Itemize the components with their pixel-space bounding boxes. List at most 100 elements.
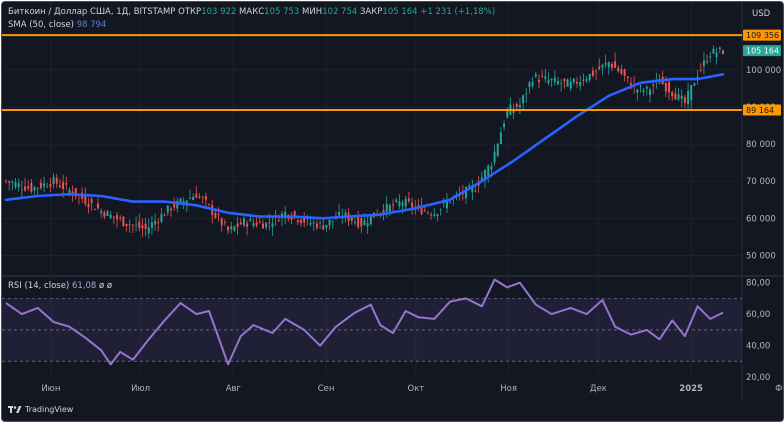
candle[interactable] bbox=[103, 212, 106, 217]
candle[interactable] bbox=[179, 198, 182, 204]
candle[interactable] bbox=[664, 83, 667, 92]
candle[interactable] bbox=[27, 186, 30, 189]
candle[interactable] bbox=[541, 76, 544, 78]
candle[interactable] bbox=[36, 187, 39, 190]
candle[interactable] bbox=[572, 78, 575, 83]
candle[interactable] bbox=[595, 71, 598, 73]
candle[interactable] bbox=[566, 79, 569, 87]
candle[interactable] bbox=[690, 85, 693, 101]
candle[interactable] bbox=[560, 82, 563, 84]
candle[interactable] bbox=[8, 181, 11, 183]
candle[interactable] bbox=[528, 82, 531, 88]
candle[interactable] bbox=[249, 219, 252, 222]
candle[interactable] bbox=[360, 218, 363, 227]
candle[interactable] bbox=[601, 64, 604, 68]
candle[interactable] bbox=[563, 78, 566, 82]
candle[interactable] bbox=[433, 214, 436, 216]
candle[interactable] bbox=[683, 97, 686, 103]
candle[interactable] bbox=[610, 63, 613, 68]
candle[interactable] bbox=[687, 91, 690, 104]
candle[interactable] bbox=[65, 183, 68, 185]
candle[interactable] bbox=[246, 223, 249, 227]
candle[interactable] bbox=[626, 76, 629, 78]
candle[interactable] bbox=[68, 189, 71, 194]
candle[interactable] bbox=[131, 224, 134, 226]
candle[interactable] bbox=[385, 203, 388, 212]
candle[interactable] bbox=[233, 226, 236, 231]
candle[interactable] bbox=[296, 220, 299, 223]
candle[interactable] bbox=[277, 220, 280, 222]
candle[interactable] bbox=[721, 50, 724, 54]
candle[interactable] bbox=[369, 215, 372, 225]
rsi-legend[interactable]: RSI (14, close) 61,08 ø ø bbox=[8, 281, 112, 291]
candle[interactable] bbox=[569, 81, 572, 89]
candle[interactable] bbox=[531, 81, 534, 86]
candle[interactable] bbox=[645, 86, 648, 89]
candle[interactable] bbox=[363, 220, 366, 225]
candle[interactable] bbox=[607, 62, 610, 68]
candle[interactable] bbox=[144, 223, 147, 230]
candle[interactable] bbox=[557, 81, 559, 84]
candle[interactable] bbox=[84, 195, 87, 205]
candle[interactable] bbox=[116, 214, 119, 220]
candle[interactable] bbox=[636, 89, 639, 93]
candle[interactable] bbox=[398, 201, 401, 207]
candle[interactable] bbox=[163, 215, 166, 217]
candle[interactable] bbox=[166, 205, 169, 213]
candle[interactable] bbox=[14, 182, 17, 188]
candle[interactable] bbox=[506, 109, 509, 118]
candle[interactable] bbox=[588, 73, 591, 81]
candle[interactable] bbox=[649, 89, 651, 95]
candle[interactable] bbox=[550, 78, 553, 81]
candle[interactable] bbox=[135, 224, 138, 226]
candle[interactable] bbox=[290, 216, 293, 220]
candle[interactable] bbox=[639, 85, 642, 87]
candle[interactable] bbox=[426, 212, 429, 214]
candle[interactable] bbox=[499, 132, 502, 145]
candle[interactable] bbox=[217, 214, 220, 216]
candle[interactable] bbox=[33, 187, 36, 191]
candle[interactable] bbox=[74, 187, 77, 197]
candle[interactable] bbox=[100, 210, 103, 214]
candle[interactable] bbox=[471, 185, 474, 193]
candle[interactable] bbox=[39, 182, 42, 188]
candle[interactable] bbox=[712, 48, 715, 54]
candle[interactable] bbox=[706, 60, 709, 63]
candle[interactable] bbox=[223, 222, 226, 224]
candle[interactable] bbox=[395, 199, 398, 202]
candle[interactable] bbox=[617, 67, 620, 72]
candle[interactable] bbox=[173, 203, 176, 208]
candle[interactable] bbox=[642, 90, 645, 92]
candle[interactable] bbox=[319, 222, 322, 224]
candle[interactable] bbox=[141, 225, 144, 229]
candle[interactable] bbox=[430, 214, 433, 216]
candle[interactable] bbox=[227, 226, 230, 231]
candle[interactable] bbox=[112, 216, 115, 218]
candle[interactable] bbox=[322, 225, 325, 230]
candle[interactable] bbox=[423, 210, 426, 212]
candle[interactable] bbox=[404, 198, 407, 207]
candle[interactable] bbox=[122, 216, 125, 227]
candle[interactable] bbox=[106, 211, 109, 216]
candle[interactable] bbox=[388, 204, 391, 213]
candle[interactable] bbox=[309, 223, 312, 225]
candle[interactable] bbox=[480, 177, 483, 182]
candle[interactable] bbox=[436, 214, 439, 217]
candle[interactable] bbox=[366, 223, 369, 227]
candle[interactable] bbox=[189, 197, 191, 199]
candle[interactable] bbox=[474, 190, 477, 192]
candle[interactable] bbox=[43, 183, 46, 187]
candle[interactable] bbox=[585, 79, 588, 81]
candle[interactable] bbox=[239, 222, 242, 225]
candle[interactable] bbox=[271, 223, 274, 227]
candle[interactable] bbox=[331, 220, 334, 222]
candle[interactable] bbox=[242, 218, 245, 226]
candle[interactable] bbox=[325, 224, 328, 228]
candle[interactable] bbox=[293, 211, 296, 217]
candle[interactable] bbox=[58, 185, 61, 188]
candle[interactable] bbox=[515, 103, 518, 108]
candle[interactable] bbox=[119, 217, 122, 219]
candle[interactable] bbox=[658, 83, 661, 84]
candle[interactable] bbox=[693, 83, 696, 86]
candle[interactable] bbox=[445, 201, 448, 209]
